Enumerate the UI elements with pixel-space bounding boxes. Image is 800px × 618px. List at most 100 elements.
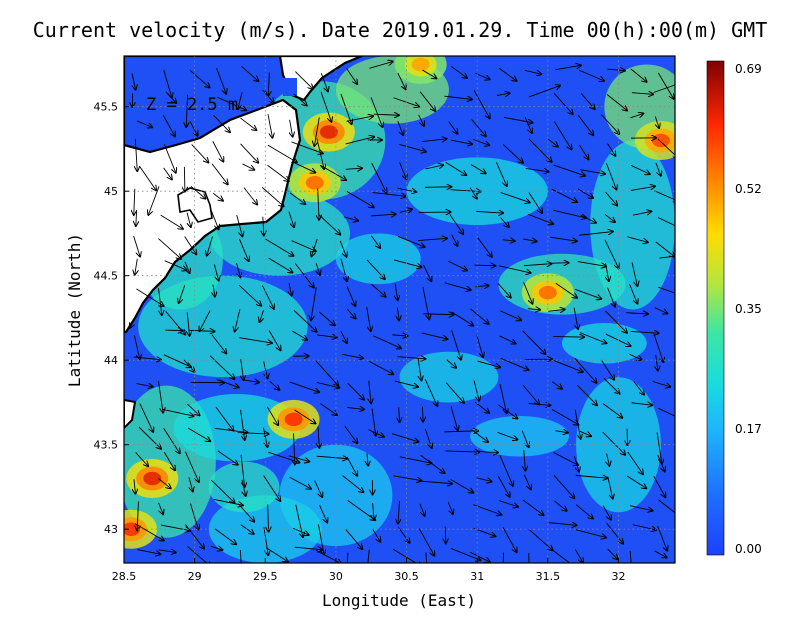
velocity-arrow [372,529,381,541]
velocity-arrow [342,475,364,493]
velocity-arrow [187,312,189,336]
velocity-arrow [580,169,605,174]
velocity-arrow [267,144,297,162]
velocity-arrow [523,264,552,266]
velocity-arrow [448,260,467,270]
velocity-arrow [311,238,318,256]
velocity-arrow [423,314,454,315]
velocity-arrow [498,500,518,507]
velocity-arrow [160,524,190,531]
velocity-arrow [209,355,234,379]
x-axis-label: Longitude (East) [322,591,476,610]
velocity-arrow [502,240,515,241]
velocity-arrow [237,433,269,434]
velocity-arrow [473,90,490,118]
velocity-arrow [316,263,320,274]
velocity-arrow [552,381,562,389]
y-tick-label: 44 [104,354,118,367]
velocity-arrow [187,403,199,415]
speed-hotspot [284,412,303,427]
velocity-arrow [471,119,486,136]
velocity-arrow [133,235,140,257]
grid-lines [124,56,675,563]
velocity-arrow [289,192,305,204]
colorbar-labels: 0.69 0.52 0.35 0.17 0.00 [735,62,762,556]
velocity-arrow [265,238,293,256]
y-tick-label: 43.5 [94,439,119,452]
velocity-arrow [657,525,668,551]
velocity-arrow [133,357,161,360]
velocity-arrow [316,381,339,387]
velocity-arrow [397,307,399,321]
velocity-arrow [345,168,362,169]
velocity-arrow [574,409,580,439]
velocity-arrow [629,505,652,511]
speed-hotspot [305,176,324,190]
velocity-arrow [133,335,139,359]
speed-patch [335,233,421,285]
velocity-arrow [163,451,175,470]
velocity-arrow [527,213,553,224]
x-tick-label: 30.5 [394,570,419,583]
velocity-arrow [522,499,544,515]
y-axis-label: Latitude (North) [65,233,84,387]
velocity-arrow [502,144,523,163]
velocity-arrow [319,505,328,522]
velocity-arrow [398,527,410,542]
y-tick-label: 43 [104,523,118,536]
velocity-arrow [419,503,425,516]
velocity-arrow [652,381,670,386]
land-west-strip [124,398,137,430]
velocity-arrow [345,529,363,549]
velocity-arrow [370,97,382,127]
velocity-arrow [240,117,256,130]
velocity-arrow [606,163,616,189]
velocity-arrow [498,404,518,419]
velocity-arrow [528,86,560,98]
velocity-arrow [217,450,238,465]
velocity-arrow [497,476,509,496]
velocity-arrow [555,431,567,433]
velocity-arrow [655,116,659,129]
velocity-arrow [240,143,259,163]
velocity-arrow [346,191,374,207]
velocity-arrow [602,431,626,455]
speed-hotspot [538,285,557,300]
velocity-arrow [419,91,435,111]
velocity-arrow [268,257,293,272]
velocity-arrow [214,528,236,544]
velocity-arrow [523,282,533,303]
velocity-arrow [318,426,319,447]
velocity-arrow [235,308,241,331]
velocity-arrow [579,232,613,236]
velocity-arrow [190,503,198,530]
velocity-arrow [371,408,376,436]
velocity-arrow [320,165,346,180]
velocity-arrow [210,210,218,229]
velocity-arrow [604,214,615,223]
velocity-arrow [497,431,518,439]
x-tick-label: 28.5 [112,570,137,583]
velocity-arrow [579,332,606,344]
velocity-arrow [346,552,349,563]
velocity-arrow [554,500,566,511]
velocity-arrow [189,477,193,491]
velocity-arrow [373,114,399,115]
x-tick-label: 29 [188,570,202,583]
colorbar-tick-label: 0.17 [735,422,762,436]
chart-title: Current velocity (m/s). Date 2019.01.29.… [32,18,768,42]
velocity-arrow [292,330,307,340]
velocity-arrow [528,138,552,162]
velocity-arrow [422,406,423,422]
velocity-arrow [655,162,661,176]
velocity-arrow [397,72,406,89]
velocity-arrow [627,428,628,446]
colorbar [706,60,725,556]
velocity-arrow [291,141,323,154]
velocity-arrow [214,427,248,432]
velocity-arrow [419,481,452,484]
velocity-arrow [553,474,575,498]
velocity-arrow [373,335,401,348]
velocity-arrow [368,360,393,374]
velocity-arrow [293,93,307,106]
